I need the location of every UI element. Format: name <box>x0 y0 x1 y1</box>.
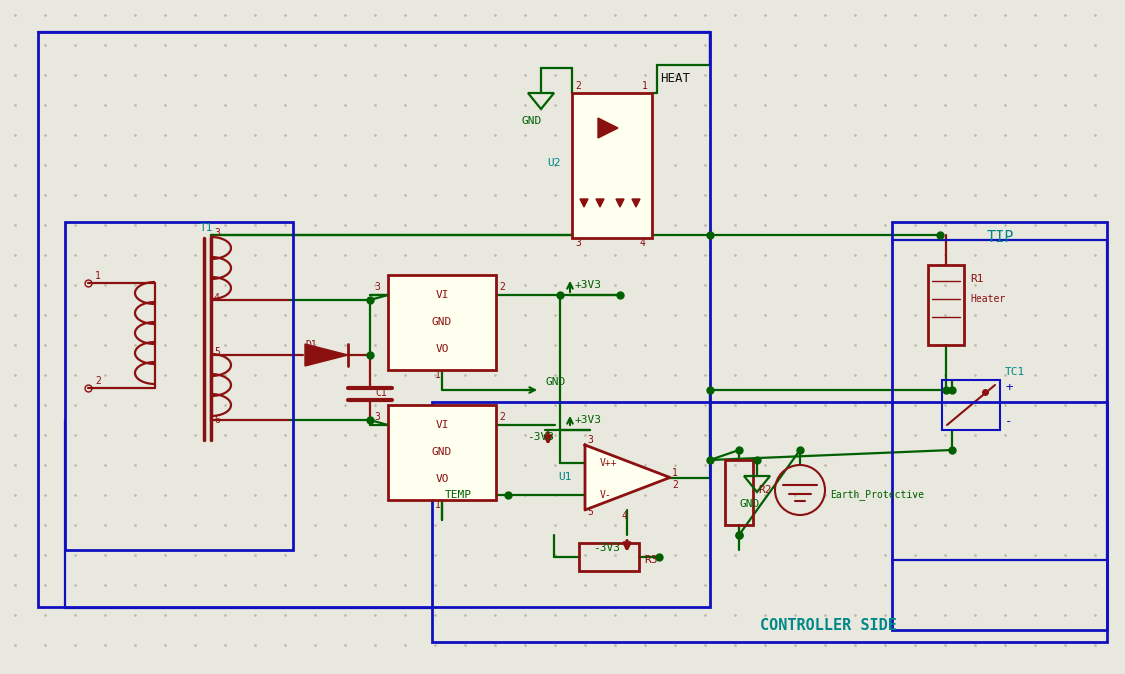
Text: R2: R2 <box>758 485 772 495</box>
Polygon shape <box>580 199 588 207</box>
Bar <box>942 380 1000 430</box>
Polygon shape <box>598 118 618 138</box>
Text: VO: VO <box>435 474 449 484</box>
Polygon shape <box>632 199 640 207</box>
Text: 2: 2 <box>500 282 505 292</box>
Text: TC1: TC1 <box>1005 367 1025 377</box>
Text: T1: T1 <box>200 223 214 233</box>
Text: U2: U2 <box>547 158 560 168</box>
Bar <box>388 405 496 500</box>
Text: HEAT: HEAT <box>660 71 690 84</box>
Text: 2: 2 <box>94 376 101 386</box>
Text: Earth_Protective: Earth_Protective <box>830 489 924 501</box>
Polygon shape <box>616 199 624 207</box>
Text: GND: GND <box>432 317 452 327</box>
Text: 6: 6 <box>214 415 219 425</box>
Text: TEMP: TEMP <box>446 490 472 500</box>
Text: 1: 1 <box>94 271 101 281</box>
Text: CONTROLLER SIDE: CONTROLLER SIDE <box>760 619 897 634</box>
Text: D1: D1 <box>305 340 317 350</box>
Bar <box>579 543 639 571</box>
Text: GND: GND <box>740 499 760 509</box>
Bar <box>892 222 1107 630</box>
Text: R3: R3 <box>644 555 657 565</box>
Text: 1: 1 <box>642 81 648 91</box>
Bar <box>388 275 496 370</box>
Text: -3V3: -3V3 <box>593 543 620 553</box>
Text: U1: U1 <box>558 472 572 482</box>
Text: 2: 2 <box>575 81 580 91</box>
Text: R1: R1 <box>970 274 983 284</box>
Polygon shape <box>305 344 348 366</box>
Text: 4: 4 <box>640 238 646 248</box>
Text: 1: 1 <box>435 500 441 510</box>
Text: 3: 3 <box>214 228 219 238</box>
Text: 1: 1 <box>672 468 678 477</box>
Text: 4: 4 <box>214 293 219 303</box>
Text: 5: 5 <box>214 347 219 357</box>
Text: VI: VI <box>435 290 449 300</box>
Text: VO: VO <box>435 344 449 354</box>
Text: V++: V++ <box>600 458 618 468</box>
Text: 2: 2 <box>500 412 505 422</box>
Bar <box>724 460 753 525</box>
Polygon shape <box>585 445 670 510</box>
Bar <box>572 93 652 238</box>
Text: +3V3: +3V3 <box>575 415 602 425</box>
Bar <box>928 265 964 345</box>
Text: 3: 3 <box>374 412 380 422</box>
Text: -3V3: -3V3 <box>526 432 554 442</box>
Text: Heater: Heater <box>970 294 1006 304</box>
Text: TIP: TIP <box>987 231 1014 245</box>
Text: 2: 2 <box>672 481 678 491</box>
Text: V-: V- <box>600 490 612 500</box>
Bar <box>432 402 1107 642</box>
Text: +: + <box>1005 381 1012 394</box>
Text: GND: GND <box>521 116 541 126</box>
Text: +3V3: +3V3 <box>575 280 602 290</box>
Polygon shape <box>596 199 604 207</box>
Text: 3: 3 <box>374 282 380 292</box>
Text: 1: 1 <box>435 370 441 380</box>
Text: C1: C1 <box>375 388 387 398</box>
Text: 4: 4 <box>622 511 628 521</box>
Text: GND: GND <box>432 447 452 457</box>
Text: 3: 3 <box>575 238 580 248</box>
Bar <box>65 222 292 550</box>
Text: VI: VI <box>435 420 449 430</box>
Text: -: - <box>1005 415 1012 429</box>
Text: 3: 3 <box>587 435 593 445</box>
Text: GND: GND <box>544 377 565 387</box>
Text: 5: 5 <box>587 507 593 517</box>
Bar <box>38 32 710 607</box>
